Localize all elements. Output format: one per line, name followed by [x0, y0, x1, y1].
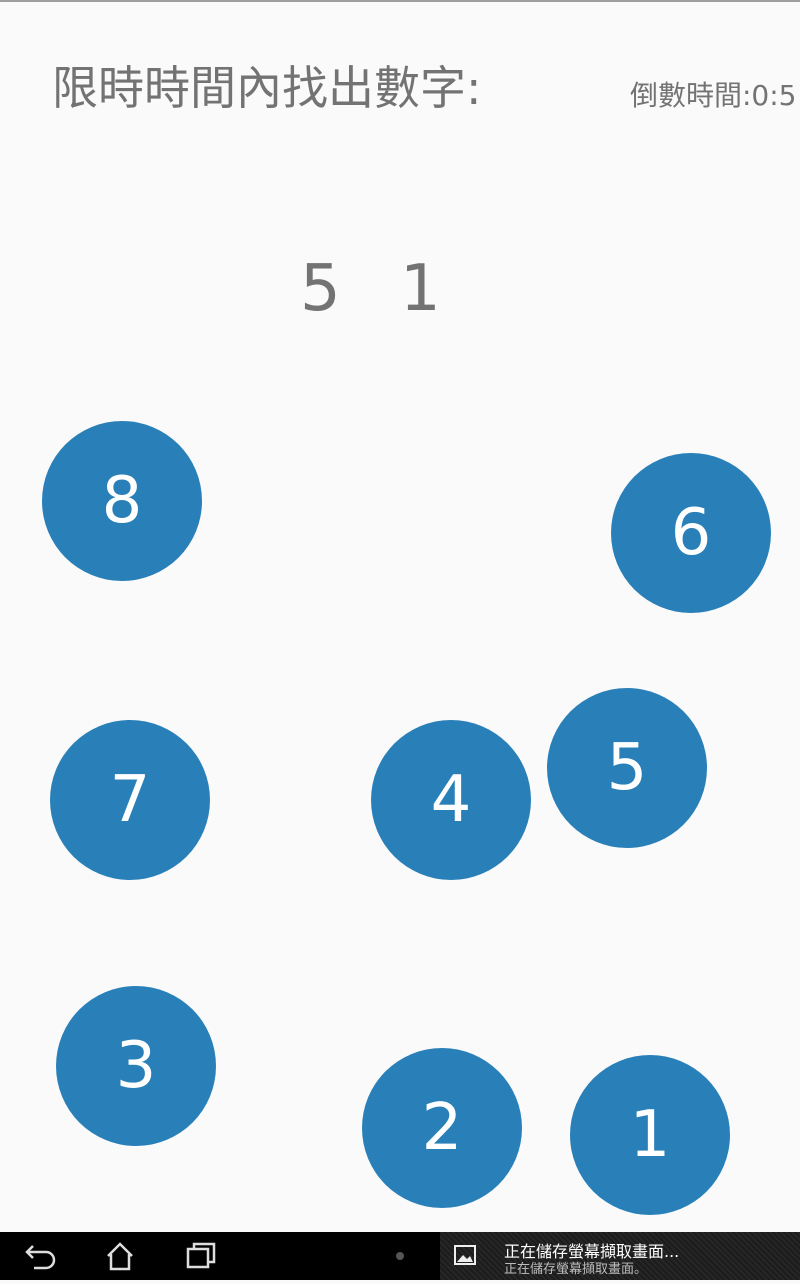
- system-nav-bar: 正在儲存螢幕擷取畫面... 正在儲存螢幕擷取畫面。: [0, 1232, 800, 1280]
- number-ball[interactable]: 5: [547, 688, 707, 848]
- recent-apps-icon: [186, 1242, 216, 1269]
- home-button[interactable]: [80, 1232, 160, 1280]
- recents-button[interactable]: [162, 1232, 242, 1280]
- countdown-timer: 倒數時間:0:5: [630, 79, 797, 112]
- number-ball[interactable]: 3: [56, 986, 216, 1146]
- image-icon: [454, 1245, 476, 1265]
- number-ball[interactable]: 1: [570, 1055, 730, 1215]
- number-ball[interactable]: 7: [50, 720, 210, 880]
- back-arrow-icon: [25, 1245, 56, 1270]
- number-ball[interactable]: 8: [42, 421, 202, 581]
- number-ball[interactable]: 6: [611, 453, 771, 613]
- notification-title: 正在儲存螢幕擷取畫面...: [504, 1242, 680, 1261]
- back-button[interactable]: [0, 1232, 80, 1280]
- target-number: 1: [400, 252, 441, 326]
- top-divider: [0, 0, 800, 2]
- screenshot-notification[interactable]: 正在儲存螢幕擷取畫面... 正在儲存螢幕擷取畫面。: [440, 1232, 800, 1280]
- home-icon: [107, 1242, 133, 1271]
- nav-indicator-dot: [396, 1252, 404, 1260]
- target-number: 5: [300, 252, 341, 326]
- number-ball[interactable]: 4: [371, 720, 531, 880]
- prompt-title: 限時時間內找出數字:: [52, 61, 482, 115]
- number-ball[interactable]: 2: [362, 1048, 522, 1208]
- notification-subtitle: 正在儲存螢幕擷取畫面。: [504, 1262, 648, 1277]
